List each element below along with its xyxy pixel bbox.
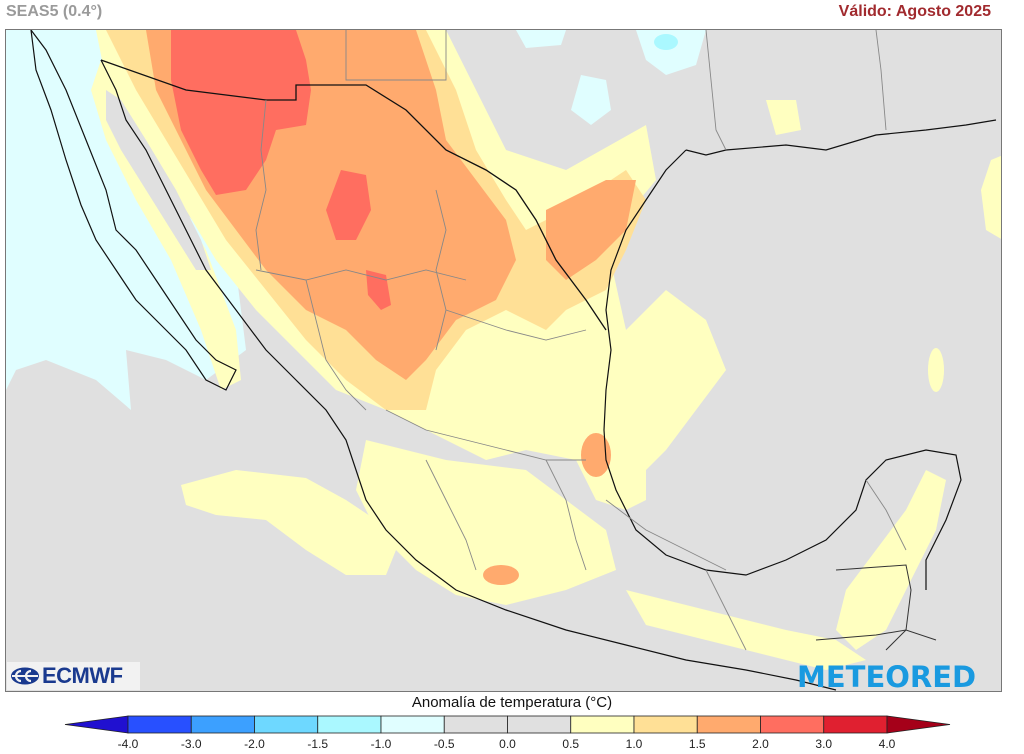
temperature-anomaly-map: [5, 29, 1002, 692]
valid-date-title: Válido: Agosto 2025: [838, 3, 991, 20]
colorbar-tick-label: -2.0: [244, 737, 265, 751]
colorbar-tick-label: 3.0: [815, 737, 833, 751]
colorbar-segment: [823, 715, 888, 734]
map-canvas: [6, 30, 1001, 691]
colorbar-tick-label: -4.0: [117, 737, 139, 751]
colorbar-segment: [190, 715, 255, 734]
colorbar-segment: [633, 715, 698, 734]
colorbar-tick-label: -1.5: [307, 737, 329, 751]
colorbar-title: Anomalía de temperatura (°C): [411, 694, 613, 711]
colorbar-segment: [760, 715, 825, 734]
colorbar-tick-label: 0.0: [499, 737, 516, 751]
model-title: SEAS5 (0.4°): [6, 3, 103, 20]
colorbar-segment: [507, 715, 572, 734]
colorbar-tick-label: -1.0: [370, 737, 392, 751]
colorbar-below-arrow: [64, 715, 129, 734]
colorbar-segment: [570, 715, 635, 734]
colorbar-segment: [254, 715, 319, 734]
colorbar-tick-label: 4.0: [878, 737, 896, 751]
ecmwf-logo-text: ECMWF: [42, 663, 123, 688]
colorbar-segment: [380, 715, 445, 734]
colorbar-segment: [696, 715, 761, 734]
colorbar-above-arrow: [886, 715, 951, 734]
colorbar-segment: [317, 715, 382, 734]
colorbar-segment: [127, 715, 192, 734]
ecmwf-logo-icon: [11, 667, 39, 685]
colorbar-segment: [443, 715, 508, 734]
colorbar-tick-label: -3.0: [180, 737, 202, 751]
meteored-logo: METEORED: [797, 660, 977, 694]
ecmwf-logo: ECMWF: [7, 662, 140, 690]
colorbar-tick-label: 0.5: [562, 737, 580, 751]
colorbar-tick-label: 2.0: [752, 737, 769, 751]
colorbar-tick-label: -0.5: [433, 737, 455, 751]
colorbar-tick-label: 1.0: [625, 737, 643, 751]
colorbar-tick-label: 1.5: [688, 737, 706, 751]
